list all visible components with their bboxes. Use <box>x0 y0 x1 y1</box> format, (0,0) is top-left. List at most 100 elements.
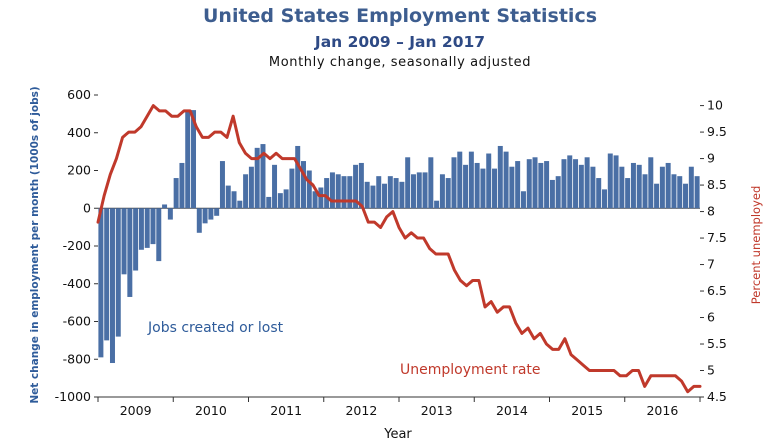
jobs-bar <box>584 157 590 209</box>
jobs-bar <box>602 189 607 209</box>
jobs-bar <box>648 157 654 209</box>
jobs-bar <box>665 162 671 209</box>
jobs-bar <box>671 174 677 209</box>
jobs-bar <box>185 110 191 209</box>
left-tick-label: -1000 <box>55 389 91 404</box>
jobs-annotation: Jobs created or lost <box>147 320 284 336</box>
jobs-bar <box>219 161 225 209</box>
jobs-bar <box>694 176 700 209</box>
jobs-bar <box>486 153 492 209</box>
right-tick-label: 5 <box>707 363 715 378</box>
jobs-bar <box>555 176 561 209</box>
jobs-bar <box>109 208 115 364</box>
right-tick-label: 7 <box>707 257 715 272</box>
right-axis-ticks: 10 9.5 9 8.5 8 7.5 7 6.5 6 5.5 5 4.5 <box>700 98 727 404</box>
jobs-bar <box>532 157 538 209</box>
jobs-bar <box>329 172 335 209</box>
jobs-bar <box>463 164 469 209</box>
year-label: 2011 <box>270 403 302 418</box>
jobs-bar <box>474 162 480 209</box>
jobs-bar <box>654 183 660 209</box>
jobs-bar <box>677 176 683 209</box>
year-label: 2009 <box>120 403 152 418</box>
jobs-bars <box>98 110 700 364</box>
left-tick-label: 200 <box>67 163 91 178</box>
right-tick-label: 5.5 <box>707 336 727 351</box>
jobs-bar <box>492 168 498 209</box>
jobs-bar <box>445 178 451 209</box>
jobs-bar <box>173 178 179 209</box>
jobs-bar <box>567 155 573 209</box>
left-tick-label: 0 <box>83 200 91 215</box>
jobs-bar <box>399 181 405 209</box>
jobs-bar <box>277 193 283 209</box>
unemployment-line-group <box>96 104 702 394</box>
jobs-bar <box>387 176 393 209</box>
year-axis-ticks: 2009 2010 2011 2012 2013 2014 2015 2016 <box>97 396 701 418</box>
jobs-bar <box>138 208 144 250</box>
jobs-bar <box>393 178 399 209</box>
jobs-bar <box>335 174 341 209</box>
jobs-bar <box>179 162 185 209</box>
jobs-bar <box>254 147 260 209</box>
right-tick-label: 6.5 <box>707 283 727 298</box>
jobs-bar <box>237 200 243 209</box>
jobs-bar <box>196 208 202 233</box>
year-label: 2012 <box>345 403 377 418</box>
jobs-bar <box>497 145 503 209</box>
jobs-bar <box>347 176 353 209</box>
right-axis-label: Percent unemployed <box>749 186 763 305</box>
jobs-bar <box>231 191 237 209</box>
jobs-bar <box>451 157 457 209</box>
jobs-bar <box>358 162 364 209</box>
jobs-bar <box>353 164 359 209</box>
jobs-bar <box>306 170 312 209</box>
jobs-bar <box>422 172 428 209</box>
jobs-bar <box>590 166 596 209</box>
chart-subtitle: Jan 2009 – Jan 2017 <box>314 33 485 51</box>
jobs-bar <box>428 157 434 209</box>
right-tick-label: 9 <box>707 151 715 166</box>
year-label: 2015 <box>571 403 603 418</box>
jobs-bar <box>578 164 584 209</box>
jobs-bar <box>520 191 526 209</box>
jobs-bar <box>596 178 602 209</box>
jobs-bar <box>364 181 370 209</box>
jobs-bar <box>607 153 613 209</box>
jobs-bar <box>538 162 544 209</box>
jobs-bar <box>318 187 324 209</box>
year-label: 2010 <box>195 403 227 418</box>
chart-title: United States Employment Statistics <box>203 5 597 27</box>
jobs-bar <box>208 208 214 220</box>
jobs-bar <box>283 189 289 209</box>
jobs-bar <box>295 145 301 209</box>
year-label: 2013 <box>421 403 453 418</box>
left-tick-label: -600 <box>63 314 91 329</box>
left-tick-label: -800 <box>63 351 91 366</box>
right-tick-label: 9.5 <box>707 124 727 139</box>
left-axis-ticks: 600 400 200 0 -200 -400 -600 -800 -1000 <box>55 87 700 404</box>
jobs-bar <box>225 185 231 209</box>
jobs-bar <box>243 174 249 209</box>
jobs-bar <box>104 208 110 341</box>
jobs-bar <box>544 161 550 209</box>
year-label: 2016 <box>646 403 678 418</box>
jobs-bar <box>98 208 104 358</box>
jobs-bar <box>191 110 197 209</box>
right-tick-label: 7.5 <box>707 230 727 245</box>
jobs-bar <box>457 151 463 209</box>
jobs-bar <box>416 172 422 209</box>
jobs-bar <box>202 208 208 224</box>
jobs-bar <box>526 159 532 209</box>
jobs-bar <box>289 168 295 209</box>
jobs-bar <box>642 174 648 209</box>
x-axis-label: Year <box>383 427 412 442</box>
jobs-bar <box>156 208 162 262</box>
jobs-bar <box>376 176 382 209</box>
jobs-bar <box>625 178 631 209</box>
jobs-bar <box>266 196 272 209</box>
right-tick-label: 4.5 <box>707 389 727 404</box>
jobs-bar <box>561 159 567 209</box>
jobs-bar <box>144 208 150 248</box>
